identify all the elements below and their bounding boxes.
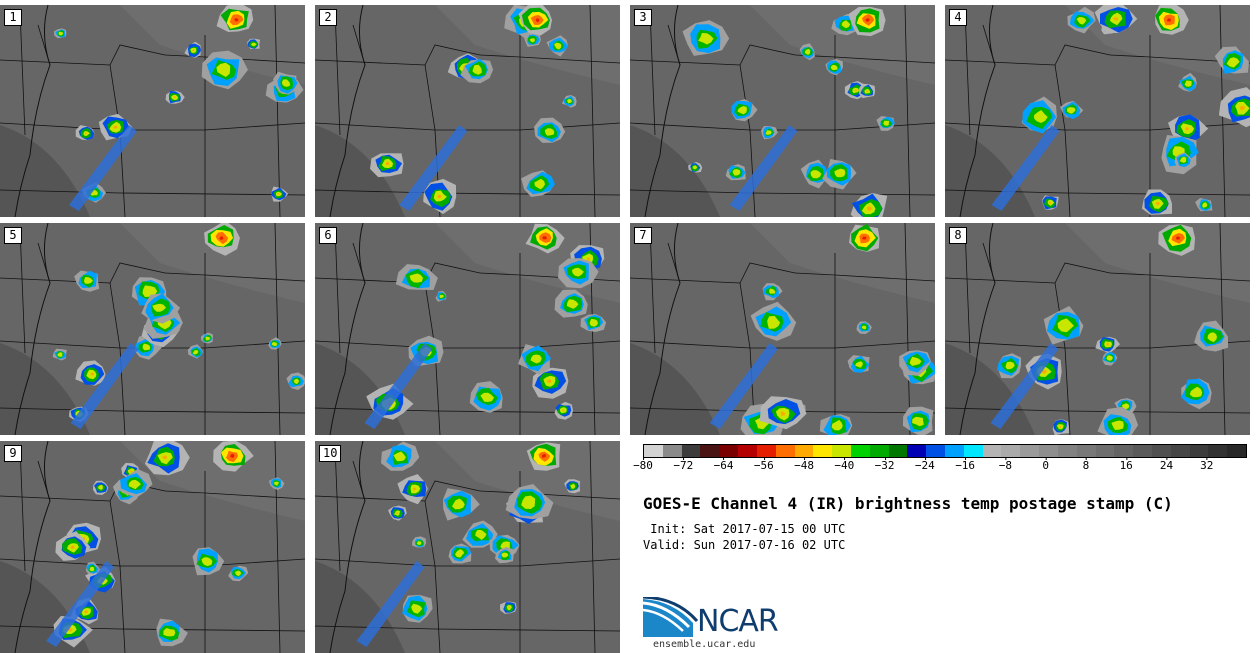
colorbar-swatch — [850, 445, 870, 457]
init-time: Init: Sat 2017-07-15 00 UTC — [643, 522, 846, 536]
colorbar-tick-label: −72 — [673, 457, 694, 472]
colorbar-tick-label: −16 — [955, 457, 976, 472]
colorbar-swatch — [813, 445, 833, 457]
colorbar-swatch — [738, 445, 757, 457]
panel-label: 7 — [634, 227, 652, 244]
colorbar-swatch — [1170, 445, 1190, 457]
colorbar-tick-label: −24 — [914, 457, 935, 472]
colorbar-swatch — [1057, 445, 1077, 457]
colorbar-swatch — [775, 445, 795, 457]
panel-label: 1 — [4, 9, 22, 26]
colorbar-swatch — [662, 445, 682, 457]
colorbar-tick-label: 0 — [1042, 457, 1049, 472]
colorbar-swatch — [907, 445, 927, 457]
colorbar-tick-label: −80 — [633, 457, 653, 472]
map-panel-7: 7 — [630, 223, 935, 435]
site-url: ensemble.ucar.edu — [653, 639, 756, 650]
map-panel-3: 3 — [630, 5, 935, 217]
colorbar-swatch — [1076, 445, 1096, 457]
colorbar-swatch — [832, 445, 851, 457]
panel-label: 4 — [949, 9, 967, 26]
ncar-logo-text: NCAR — [697, 604, 779, 639]
colorbar-swatch — [681, 445, 701, 457]
colorbar-tick-label: −64 — [713, 457, 734, 472]
colorbar-swatch — [719, 445, 739, 457]
colorbar-swatch — [1095, 445, 1115, 457]
colorbar-tick-label: −40 — [834, 457, 855, 472]
colorbar-swatch — [926, 445, 945, 457]
colorbar-swatch — [644, 445, 663, 457]
map-panel-9: 9 — [0, 441, 305, 653]
map-panel-8: 8 — [945, 223, 1250, 435]
map-panel-6: 6 — [315, 223, 620, 435]
panel-label: 8 — [949, 227, 967, 244]
panel-label: 5 — [4, 227, 22, 244]
colorbar-ticks: −80 −72 −64 −56 −48 −40 −32 −24 −16 −8 0 8 16 24 32 — [633, 457, 1247, 475]
colorbar-swatch — [1020, 445, 1040, 457]
colorbar-swatch — [794, 445, 814, 457]
colorbar-swatch — [700, 445, 720, 457]
panel-label: 2 — [319, 9, 337, 26]
colorbar-swatch — [1189, 445, 1209, 457]
colorbar-tick-label: 32 — [1200, 457, 1214, 472]
valid-time: Valid: Sun 2017-07-16 02 UTC — [643, 538, 846, 552]
colorbar-swatch — [756, 445, 776, 457]
panel-label: 9 — [4, 445, 22, 462]
colorbar-swatch — [1114, 445, 1134, 457]
map-panel-10: 10 — [315, 441, 620, 653]
colorbar-swatch — [1227, 445, 1246, 457]
colorbar-swatch — [888, 445, 908, 457]
colorbar — [643, 444, 1247, 458]
figure-title: GOES-E Channel 4 (IR) brightness temp po… — [643, 494, 1173, 513]
colorbar-swatch — [1208, 445, 1228, 457]
colorbar-swatch — [1151, 445, 1171, 457]
colorbar-swatch — [1039, 445, 1058, 457]
colorbar-swatch — [982, 445, 1002, 457]
panel-label: 10 — [319, 445, 342, 462]
colorbar-tick-label: −8 — [998, 457, 1013, 472]
map-panel-4: 4 — [945, 5, 1250, 217]
colorbar-swatch — [1133, 445, 1152, 457]
colorbar-tick-label: 16 — [1119, 457, 1133, 472]
colorbar-tick-label: −32 — [874, 457, 895, 472]
panel-label: 6 — [319, 227, 337, 244]
colorbar-tick-label: −56 — [753, 457, 774, 472]
map-panel-1: 1 — [0, 5, 305, 217]
map-panel-2: 2 — [315, 5, 620, 217]
colorbar-swatch — [963, 445, 983, 457]
colorbar-tick-label: −48 — [794, 457, 814, 472]
colorbar-tick-label: 24 — [1159, 457, 1174, 472]
colorbar-swatch — [869, 445, 889, 457]
map-panel-5: 5 — [0, 223, 305, 435]
colorbar-tick-label: 8 — [1082, 457, 1090, 472]
panel-label: 3 — [634, 9, 652, 26]
colorbar-swatch — [945, 445, 964, 457]
ncar-logo-icon — [643, 597, 699, 637]
colorbar-swatch — [1001, 445, 1021, 457]
